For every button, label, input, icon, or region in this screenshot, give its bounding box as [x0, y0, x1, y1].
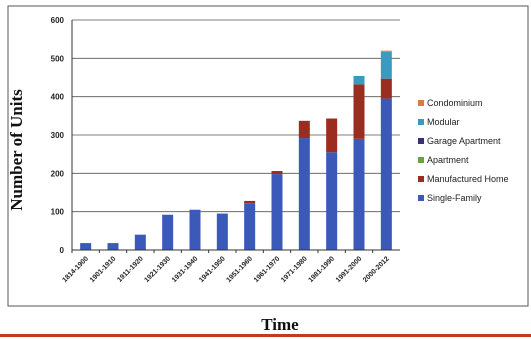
- bar-segment: [380, 50, 392, 52]
- chart-border: [7, 5, 529, 307]
- bar-segment: [271, 171, 283, 175]
- x-axis-label: Time: [261, 315, 299, 334]
- bars: [80, 50, 392, 250]
- bar-segment: [353, 75, 365, 85]
- bar-segment: [134, 234, 146, 250]
- y-tick-label: 400: [51, 93, 65, 102]
- bar-segment: [326, 118, 338, 153]
- bar-segment: [80, 243, 92, 250]
- bar-segment: [271, 174, 283, 250]
- legend-swatch: [418, 176, 424, 182]
- y-tick-label: 0: [60, 246, 65, 255]
- y-tick-label: 200: [51, 169, 65, 178]
- legend-label: Garage Apartment: [427, 136, 501, 146]
- bar-segment: [380, 51, 392, 79]
- bar-segment: [298, 120, 310, 139]
- bar-segment: [244, 200, 256, 204]
- y-tick-label: 500: [51, 54, 65, 63]
- bar-segment: [162, 214, 174, 250]
- bar-segment: [189, 209, 201, 250]
- bar-segment: [298, 138, 310, 250]
- bar-segment: [380, 98, 392, 250]
- bar-segment: [326, 152, 338, 250]
- bar-segment: [380, 78, 392, 99]
- bottom-divider: [0, 334, 531, 337]
- legend-label: Manufactured Home: [427, 174, 509, 184]
- legend-label: Condominium: [427, 98, 483, 108]
- legend-swatch: [418, 195, 424, 201]
- bar-segment: [107, 243, 119, 250]
- bar-segment: [216, 213, 228, 250]
- legend-swatch: [418, 138, 424, 144]
- gridlines: [72, 19, 400, 213]
- legend-swatch: [418, 157, 424, 163]
- legend: Condominium Modular Garage Apartment Apartm…: [418, 98, 509, 203]
- y-tick-labels: 0 100 200 300 400 500 600: [51, 16, 65, 255]
- y-tick-label: 100: [51, 208, 65, 217]
- bar-segment: [244, 203, 256, 250]
- y-tick-label: 300: [51, 131, 65, 140]
- y-axis-label: Number of Units: [7, 89, 26, 211]
- legend-label: Apartment: [427, 155, 469, 165]
- bar-segment: [353, 84, 365, 139]
- y-tick-label: 600: [51, 16, 65, 25]
- legend-label: Single-Family: [427, 193, 482, 203]
- bar-segment: [353, 138, 365, 250]
- legend-swatch: [418, 100, 424, 106]
- legend-label: Modular: [427, 117, 460, 127]
- legend-swatch: [418, 119, 424, 125]
